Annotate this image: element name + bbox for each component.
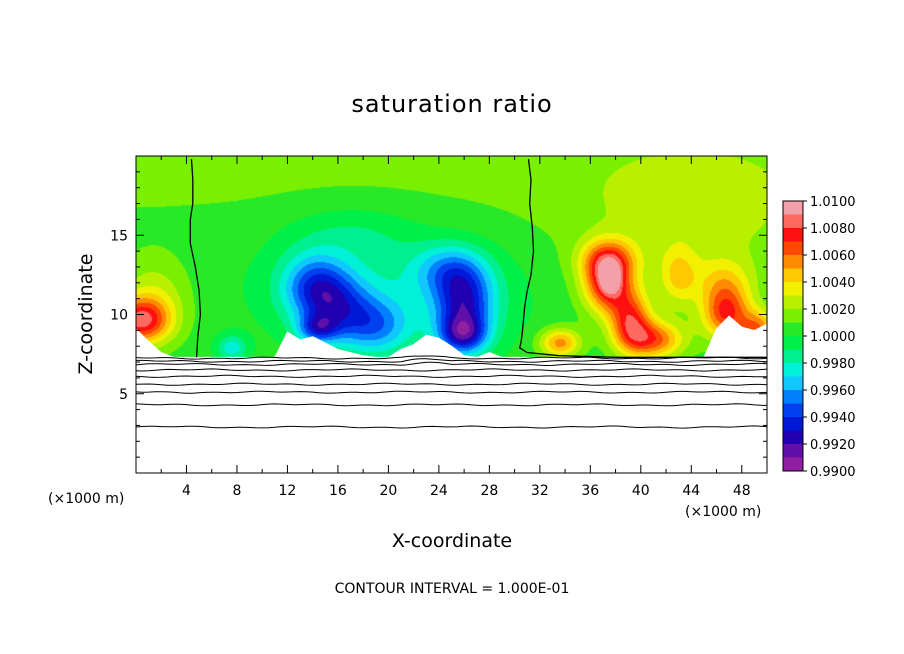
x-tick-label: 32: [531, 483, 549, 499]
x-tick-label: 16: [329, 483, 347, 499]
x-tick-label: 48: [733, 483, 751, 499]
colorbar-tick-label: 0.9980: [810, 357, 856, 372]
colorbar-swatch: [783, 255, 803, 269]
colorbar-tick-label: 0.9920: [810, 438, 856, 453]
contour-line-1-00: [189, 159, 202, 358]
x-axis-unit: (×1000 m): [685, 504, 761, 520]
colorbar-swatch: [783, 241, 803, 256]
colorbar-swatch: [783, 430, 803, 445]
colorbar-swatch: [783, 214, 803, 229]
colorbar-tick-label: 1.0060: [810, 249, 856, 264]
contour-line: [136, 368, 767, 372]
colorbar-tick-label: 1.0100: [810, 195, 856, 210]
contour-line-1-00: [518, 159, 767, 358]
colorbar-swatch: [783, 322, 803, 337]
colorbar-tick-label: 1.0080: [810, 222, 856, 237]
contour-lines: [136, 159, 767, 429]
contour-line: [136, 358, 767, 363]
colorbar-swatch: [783, 295, 803, 310]
colorbar-tick-label: 1.0020: [810, 303, 856, 318]
x-axis-label: X-coordinate: [392, 530, 512, 552]
colorbar-swatch: [783, 349, 803, 364]
y-axis-unit: (×1000 m): [48, 491, 124, 507]
colorbar-tick-label: 0.9900: [810, 465, 856, 480]
contour-line: [136, 425, 767, 429]
contour-labels: 1.00 0.800.600.400.20: [358, 0, 564, 4]
y-tick-label: 10: [110, 308, 128, 324]
contour-line: [136, 382, 767, 386]
contour-interval-note: CONTOUR INTERVAL = 1.000E-01: [335, 581, 570, 597]
contour-line: [136, 374, 767, 378]
colorbar-swatch: [783, 403, 803, 418]
contour-label: 0.60: [358, 0, 387, 4]
x-tick-label: 36: [581, 483, 599, 499]
x-tick-label: 24: [430, 483, 448, 499]
colorbar-swatch: [783, 417, 803, 431]
contour-label: 0.40: [358, 0, 387, 4]
x-tick-label: 4: [182, 483, 191, 499]
x-tick-label: 20: [379, 483, 397, 499]
colorbar-swatch: [783, 444, 803, 458]
x-tick-label: 12: [279, 483, 297, 499]
chart-title: saturation ratio: [351, 90, 552, 118]
colorbar-tick-label: 0.9940: [810, 411, 856, 426]
colorbar-tick-label: 0.9960: [810, 384, 856, 399]
colorbar-tick-label: 1.0040: [810, 276, 856, 291]
colorbar-swatch: [783, 268, 803, 283]
colorbar-swatch: [783, 228, 803, 242]
x-tick-label: 40: [632, 483, 650, 499]
contour-label: 0.20: [358, 0, 387, 4]
x-axis-ticks: 4 8 12 16 20 24 28 32 36 40 44 48: [160, 156, 751, 499]
y-axis-ticks: 5 10 15: [110, 171, 767, 458]
x-tick-label: 28: [480, 483, 498, 499]
colorbar-swatch: [783, 336, 803, 350]
contour-line: [136, 403, 767, 407]
contour-line: [136, 355, 767, 360]
y-tick-label: 5: [119, 387, 128, 403]
plot-area: 1.000.800.600.400.20 4812162024283236404…: [110, 0, 768, 499]
y-axis-label: Z-coordinate: [75, 254, 97, 375]
colorbar-swatch: [783, 376, 803, 391]
colorbar-tick-label: 1.0000: [810, 330, 856, 345]
contour-label: 1.00: [535, 0, 564, 4]
x-tick-label: 8: [232, 483, 241, 499]
contour-line: [136, 390, 767, 394]
contour-line: [136, 361, 767, 367]
colorbar-swatch: [783, 282, 803, 296]
contour-label: 0.80: [358, 0, 387, 4]
colorbar-swatch: [783, 309, 803, 323]
colorbar-swatch: [783, 457, 803, 472]
colorbar-swatch: [783, 363, 803, 377]
x-tick-label: 44: [682, 483, 700, 499]
colorbar-swatch: [783, 201, 803, 215]
y-tick-label: 15: [110, 228, 128, 244]
colorbar-swatch: [783, 390, 803, 404]
colorbar: 1.0100 1.0080 1.0060 1.0040 1.0020 1.0000 0.99…: [782, 195, 856, 480]
